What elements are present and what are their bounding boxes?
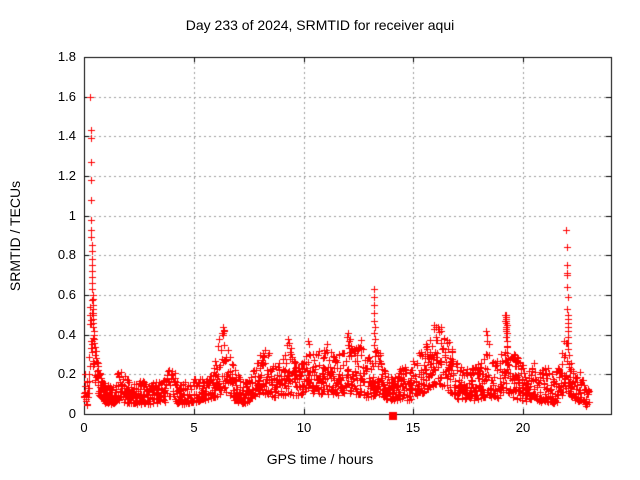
- x-tick-label: 20: [515, 420, 531, 435]
- x-tick-label: 0: [80, 420, 88, 435]
- y-tick-label: 0: [68, 406, 76, 421]
- y-tick-label: 1: [68, 208, 76, 223]
- y-tick-label: 1.2: [57, 168, 76, 183]
- y-tick-label: 1.8: [57, 49, 76, 64]
- x-axis-label: GPS time / hours: [266, 451, 374, 467]
- y-tick-label: 0.8: [57, 247, 76, 262]
- x-tick-label: 10: [296, 420, 312, 435]
- y-tick-label: 1.6: [57, 89, 76, 104]
- x-tick-label: 15: [405, 420, 421, 435]
- chart-title: Day 233 of 2024, SRMTID for receiver aqu…: [185, 17, 455, 33]
- y-axis-label: SRMTID / TECUs: [7, 180, 23, 292]
- y-tick-label: 0.2: [57, 366, 76, 381]
- x-tick-label: 5: [190, 420, 198, 435]
- y-tick-label: 0.4: [57, 327, 76, 342]
- y-tick-label: 0.6: [57, 287, 76, 302]
- y-tick-label: 1.4: [57, 128, 76, 143]
